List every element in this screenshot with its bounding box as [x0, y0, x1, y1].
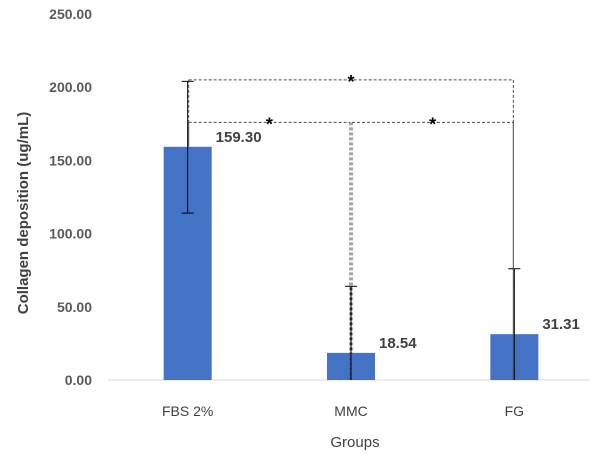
x-tick-label: FG	[505, 403, 524, 419]
y-tick-label: 100.00	[49, 226, 92, 242]
y-tick-label: 250.00	[49, 6, 92, 22]
plot-area: 0.00 50.00 100.00 150.00 200.00 250.00 FBS 2% 1…	[49, 6, 590, 419]
significance-marker: *	[347, 72, 354, 92]
y-tick-label: 50.00	[57, 299, 92, 315]
y-tick-label: 0.00	[65, 372, 92, 388]
y-tick-label: 150.00	[49, 152, 92, 168]
significance-marker: *	[266, 114, 273, 134]
y-tick-label: 200.00	[49, 79, 92, 95]
significance-marker: *	[429, 114, 436, 134]
x-tick-label: MMC	[334, 403, 367, 419]
data-label: 18.54	[379, 335, 417, 352]
data-label: 31.31	[542, 316, 580, 333]
x-tick-label: FBS 2%	[162, 403, 213, 419]
x-axis-title: Groups	[330, 434, 379, 451]
data-label: 159.30	[216, 129, 262, 146]
y-axis-title: Collagen deposition (ug/mL)	[15, 112, 32, 315]
